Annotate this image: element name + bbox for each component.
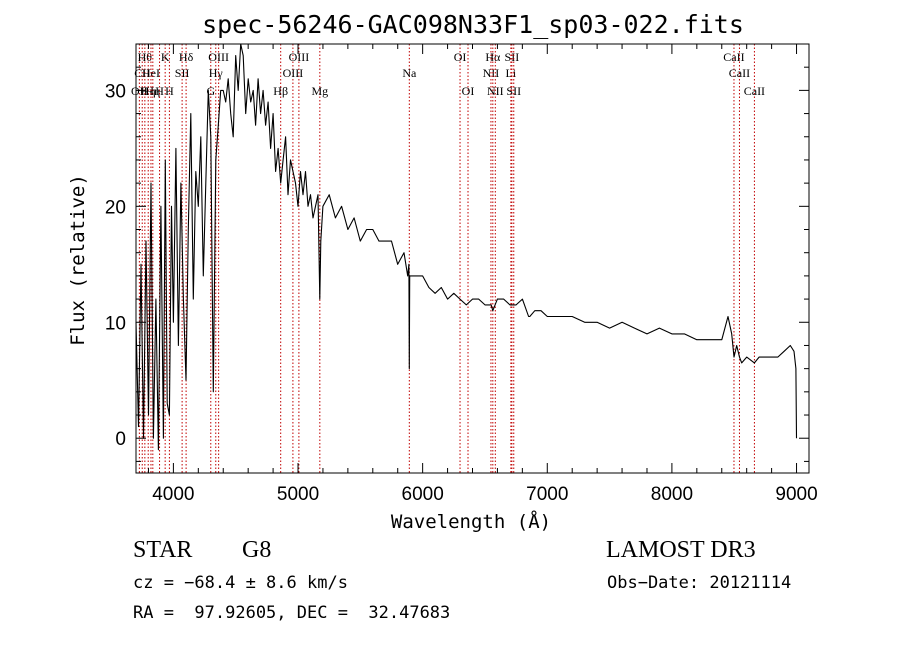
line-label-19: OI [454, 50, 467, 64]
spectral-line-markers: OIICIIHθHηHeIHηHKHSIIHδGHγOIIIHβOIIIOIII… [131, 44, 765, 473]
x-tick-label: 9000 [775, 484, 817, 505]
line-label-3: Hη [141, 84, 156, 98]
line-label-16: OIII [289, 50, 310, 64]
line-label-28: CaII [729, 66, 750, 80]
y-tick-label: 10 [105, 313, 126, 334]
survey-name: LAMOST DR3 [606, 537, 756, 563]
line-label-2: Hθ [138, 50, 153, 64]
line-label-20: OI [462, 84, 475, 98]
line-label-22: Hα [485, 50, 501, 64]
x-tick-label: 6000 [402, 484, 444, 505]
object-class: STAR [133, 537, 193, 563]
line-label-24: Li [506, 66, 517, 80]
line-label-5: Hη [145, 84, 160, 98]
line-label-15: OIII [283, 66, 304, 80]
axes: 4000 5000 6000 7000 8000 9000 0 10 20 30 [105, 43, 818, 505]
x-tick-label: 5000 [277, 484, 319, 505]
line-label-17: Mg [311, 84, 328, 98]
line-label-12: Hγ [209, 66, 224, 80]
line-label-26: SII [506, 84, 521, 98]
redshift-velocity: cz = −68.4 ± 8.6 km/s [133, 573, 348, 593]
line-label-4: HeI [142, 66, 160, 80]
line-label-21: NII [483, 66, 500, 80]
line-label-18: Na [402, 66, 417, 80]
x-tick-label: 4000 [152, 484, 194, 505]
y-tick-label: 20 [105, 197, 126, 218]
spectrum-series [135, 43, 798, 451]
x-tick-label: 7000 [526, 484, 568, 505]
y-axis-label: Flux (relative) [67, 174, 89, 346]
line-label-1: CII [134, 66, 150, 80]
line-label-23: NII [487, 84, 504, 98]
spectrum-line-flux [135, 43, 798, 451]
line-label-0: OII [131, 84, 148, 98]
line-label-29: CaII [744, 84, 765, 98]
line-label-14: Hβ [273, 84, 288, 98]
object-subclass: G8 [242, 537, 272, 563]
plot-frame [135, 43, 810, 474]
chart-title: spec-56246-GAC098N33F1_sp03-022.fits [202, 10, 744, 39]
line-label-25: SII [505, 50, 520, 64]
x-axis-label: Wavelength (Å) [391, 510, 551, 533]
line-label-6: H [155, 84, 164, 98]
line-label-9: SII [175, 66, 190, 80]
observation-date: Obs−Date: 20121114 [607, 573, 792, 593]
line-label-10: Hδ [179, 50, 194, 64]
sky-coordinates: RA = 97.92605, DEC = 32.47683 [133, 603, 451, 623]
line-label-13: OIII [208, 50, 229, 64]
y-tick-label: 30 [105, 81, 126, 102]
line-label-8: H [165, 84, 174, 98]
x-tick-label: 8000 [651, 484, 693, 505]
y-tick-label: 0 [115, 429, 126, 450]
line-label-7: K [161, 50, 170, 64]
line-label-27: CaII [723, 50, 744, 64]
line-label-11: G [206, 84, 215, 98]
